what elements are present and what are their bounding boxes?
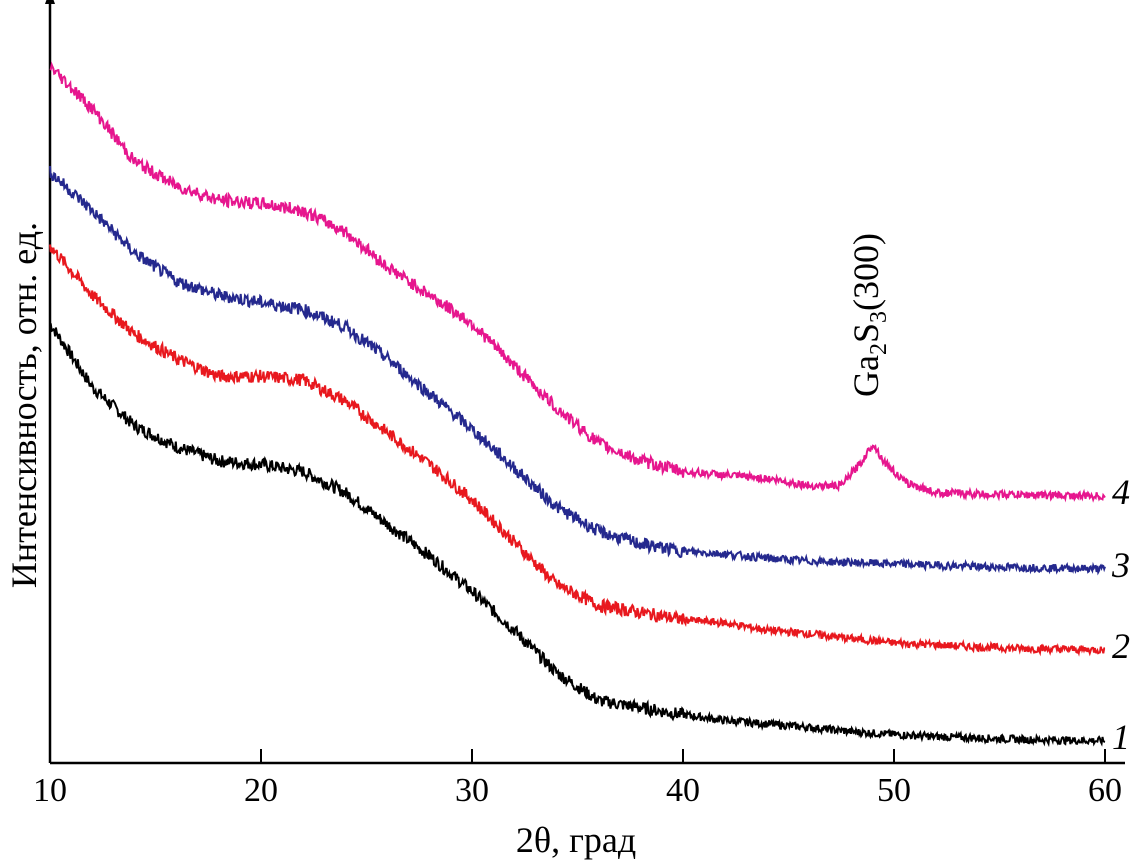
curve-label-3: 3	[1111, 545, 1130, 585]
curve-3	[49, 165, 1106, 576]
x-tick-label-30: 30	[455, 772, 489, 809]
x-tick-label-20: 20	[244, 772, 278, 809]
peak-annotation-ga2s3-300: Ga2S3(300)	[846, 233, 892, 397]
y-axis-title: Интенсивность, отн. ед.	[4, 222, 44, 588]
annot-ga: Ga	[846, 355, 886, 397]
x-axis-title: 2θ, град	[516, 820, 636, 860]
curve-labels: 1 2 3 4	[1111, 472, 1130, 757]
x-ticks: 10 20 30 40 50 60	[33, 749, 1122, 809]
x-tick-label-10: 10	[33, 772, 67, 809]
curve-1	[49, 322, 1106, 748]
annot-tail: (300)	[846, 233, 886, 311]
x-tick-label-40: 40	[666, 772, 700, 809]
curve-4	[49, 61, 1106, 503]
annot-sub-3: 3	[866, 311, 892, 323]
annot-sub-2: 2	[866, 343, 892, 355]
x-tick-label-60: 60	[1088, 772, 1122, 809]
curve-label-2: 2	[1112, 626, 1130, 666]
annot-s: S	[846, 323, 886, 343]
curves	[49, 61, 1106, 748]
curve-2	[49, 244, 1106, 657]
x-tick-label-50: 50	[877, 772, 911, 809]
curve-label-4: 4	[1112, 472, 1130, 512]
curve-label-1: 1	[1112, 717, 1130, 757]
